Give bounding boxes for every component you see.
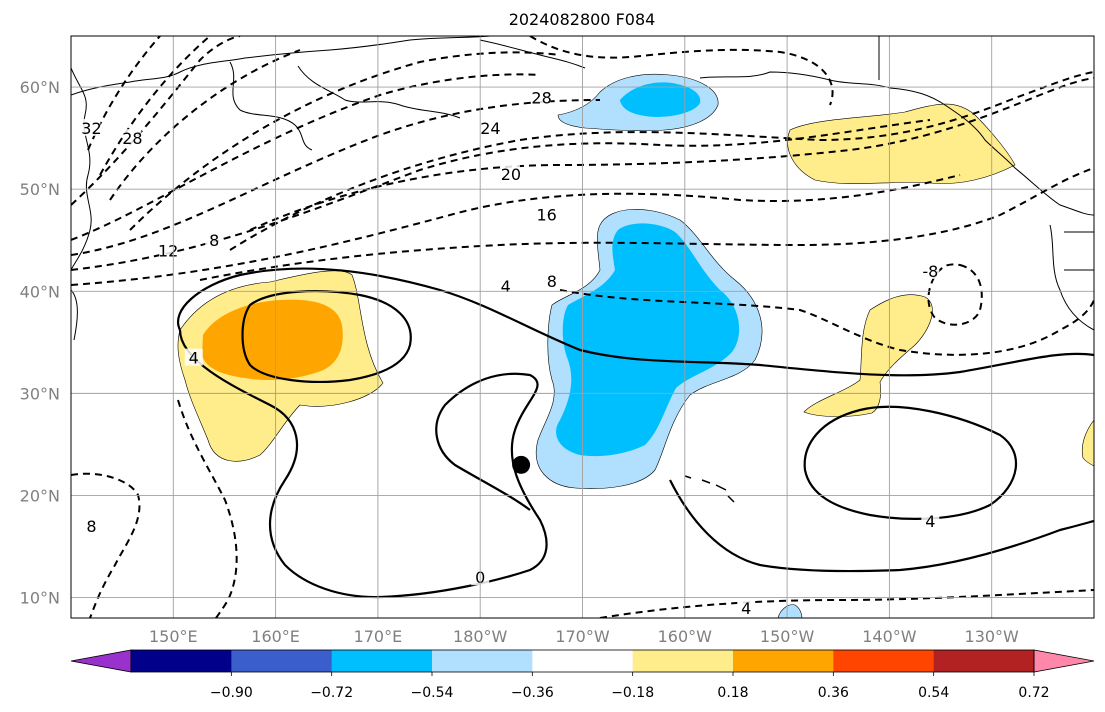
contour-label-bg: [159, 241, 178, 259]
lon-tick-label: 170°W: [555, 627, 610, 646]
contour-label: 8: [209, 231, 219, 250]
contour-label-bg: [82, 517, 101, 535]
contours: [71, 36, 1094, 618]
lat-tick-label: 20°N: [20, 486, 60, 505]
colorbar-segment: [733, 650, 834, 672]
lon-tick-label: 160°E: [251, 627, 300, 646]
lat-tick-label: 60°N: [20, 78, 60, 97]
gridlines: [71, 36, 1094, 618]
lon-tick-label: 160°W: [658, 627, 713, 646]
colorbar-extend-high: [1033, 649, 1095, 673]
colorbar-segment: [833, 650, 935, 672]
contour-label: 16: [537, 206, 557, 225]
colorbar-segment: [131, 650, 232, 672]
contour-label-bg: [184, 348, 203, 366]
colorbar: −0.90 −0.72 −0.54 −0.36 −0.18 0.18 0.36 0.54 0.7…: [70, 649, 1095, 701]
colorbar-segment: [632, 650, 734, 672]
lon-tick-label: 180°W: [453, 627, 508, 646]
contour-label-bg: [532, 88, 551, 106]
contour-label: 8: [547, 272, 557, 291]
colorbar-segment: [432, 650, 533, 672]
contour-label: 20: [501, 165, 521, 184]
contour-label: 4: [925, 512, 935, 531]
contour-label-bg: [921, 512, 940, 529]
positive-anomaly-east: [803, 294, 933, 417]
contour-label-bg: [82, 118, 101, 136]
contour-label-bg: [205, 231, 224, 249]
colorbar-extend-low: [70, 649, 132, 673]
negative-contours: [71, 36, 1094, 618]
colorbar-tick-label: −0.54: [411, 685, 454, 701]
positive-anomaly-far-east: [1081, 419, 1094, 467]
colorbar-frame: [130, 649, 1035, 673]
negative-anomaly-south: [777, 604, 803, 618]
colorbar-tick-label: −0.18: [611, 685, 654, 701]
lon-tick-label: 140°W: [862, 627, 917, 646]
lat-tick-label: 50°N: [20, 180, 60, 199]
colorbar-tick-label: 0.36: [818, 685, 849, 701]
contour-label-bg: [921, 261, 940, 279]
figure-title: 2024082800 F084: [509, 10, 656, 29]
shaded-anomalies: [177, 74, 1094, 618]
colorbar-tick-label: −0.90: [210, 685, 253, 701]
colorbar-segment: [331, 650, 433, 672]
contour-label-bg: [123, 129, 142, 147]
contour-label: 4: [501, 277, 511, 296]
colorbar-tick-label: 0.18: [717, 685, 748, 701]
colorbar-tick-label: −0.36: [511, 685, 554, 701]
positive-anomaly-west-strong: [202, 299, 343, 380]
contour-label-bg: [501, 164, 520, 182]
contour-label-bg: [737, 598, 756, 616]
contour-label-bg: [542, 272, 561, 290]
latitude-labels: 10°N 20°N 30°N 40°N 50°N 60°N: [20, 78, 60, 608]
lon-tick-label: 150°W: [760, 627, 815, 646]
contour-label: 8: [86, 517, 96, 536]
lon-tick-label: 150°E: [149, 627, 198, 646]
lat-tick-label: 10°N: [20, 589, 60, 608]
contour-label: 4: [189, 349, 199, 368]
contour-label: 32: [81, 119, 101, 138]
contour-label: 28: [122, 129, 142, 148]
colorbar-segment: [532, 650, 634, 672]
storm-center-marker: [512, 455, 531, 474]
longitude-labels: 150°E 160°E 170°E 180°W 170°W 160°W 150°W 140°W…: [149, 627, 1019, 646]
contour-label: 24: [480, 119, 500, 138]
negative-anomaly-alaska-strong: [620, 82, 701, 117]
colorbar-tick-label: −0.72: [310, 685, 353, 701]
colorbar-segment: [933, 650, 1035, 672]
colorbar-tick-label: 0.54: [918, 685, 949, 701]
negative-anomaly-central-strong: [556, 223, 740, 457]
lon-tick-label: 170°E: [354, 627, 403, 646]
colorbar-segment: [231, 650, 333, 672]
contour-label-bg: [481, 118, 500, 136]
lat-tick-label: 40°N: [20, 282, 60, 301]
positive-anomaly-alaska: [787, 103, 1016, 184]
coastlines: [71, 36, 1094, 503]
lon-tick-label: 130°W: [965, 627, 1020, 646]
contour-label-bg: [496, 277, 515, 295]
contour-label: 28: [531, 88, 551, 107]
lat-tick-label: 30°N: [20, 384, 60, 403]
contour-label: -8: [922, 262, 938, 281]
map-frame: [70, 35, 1095, 619]
contour-label: 4: [741, 599, 751, 618]
contour-label: 12: [158, 241, 178, 260]
contour-label-bg: [537, 205, 556, 223]
colorbar-tick-label: 0.72: [1018, 685, 1049, 701]
positive-contours: [177, 267, 1094, 599]
